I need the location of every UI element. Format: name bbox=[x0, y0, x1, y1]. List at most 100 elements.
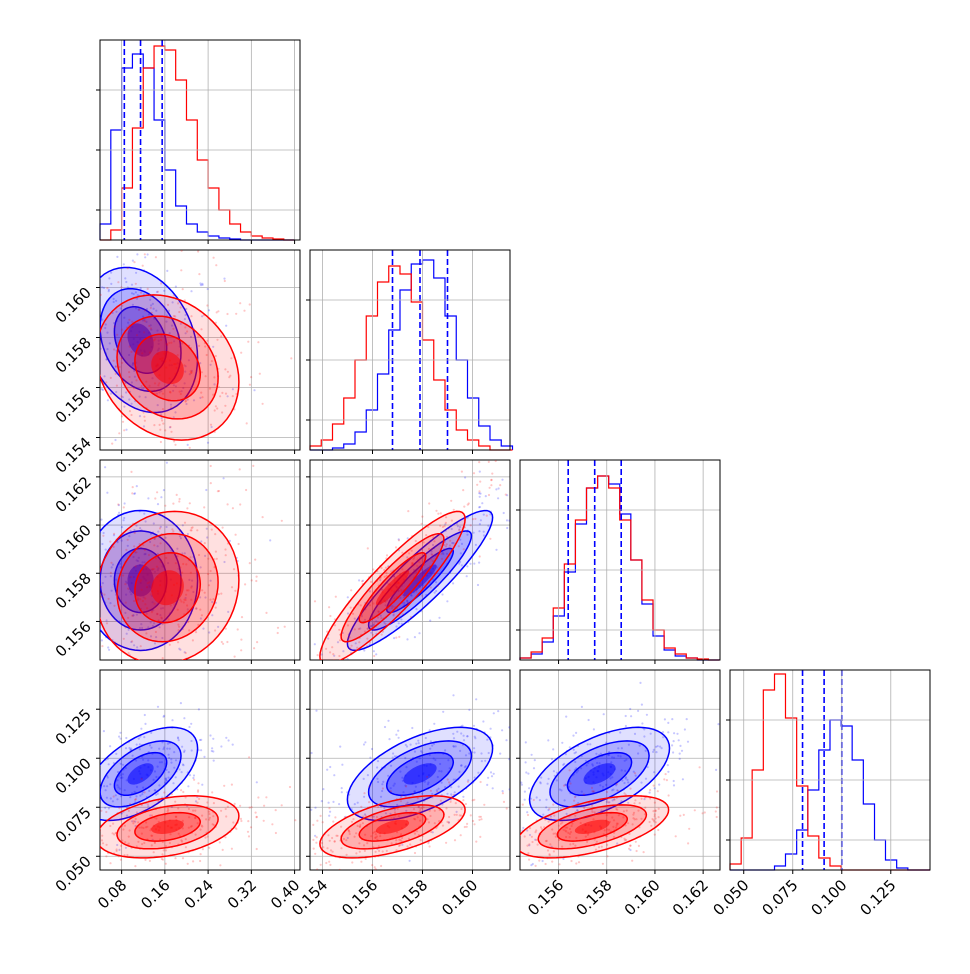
scatter-point-blue bbox=[180, 390, 183, 393]
scatter-point-blue bbox=[192, 776, 195, 780]
scatter-point-blue bbox=[605, 741, 608, 744]
scatter-point-blue bbox=[363, 649, 366, 652]
scatter-point-blue bbox=[301, 818, 303, 820]
contour-red bbox=[319, 795, 466, 859]
scatter-point-blue bbox=[353, 617, 356, 620]
scatter-point-red bbox=[350, 820, 354, 823]
scatter-point-red bbox=[364, 833, 367, 836]
scatter-point-red bbox=[425, 875, 427, 877]
scatter-point-red bbox=[180, 250, 183, 252]
scatter-point-blue bbox=[475, 698, 478, 701]
scatter-point-blue bbox=[413, 750, 417, 753]
scatter-point-red bbox=[118, 432, 121, 435]
scatter-point-red bbox=[413, 851, 417, 855]
scatter-point-blue bbox=[549, 815, 553, 818]
scatter-point-blue bbox=[160, 390, 163, 393]
scatter-point-blue bbox=[415, 742, 418, 745]
scatter-point-red bbox=[144, 603, 147, 606]
scatter-point-red bbox=[306, 848, 308, 850]
scatter-point-red bbox=[42, 812, 44, 814]
scatter-point-blue bbox=[626, 778, 629, 782]
scatter-point-blue bbox=[632, 770, 635, 773]
scatter-point-red bbox=[193, 379, 196, 382]
scatter-point-red bbox=[180, 269, 183, 272]
scatter-point-red bbox=[329, 651, 332, 654]
scatter-point-blue bbox=[375, 620, 378, 623]
contour-blue bbox=[100, 530, 182, 631]
scatter-point-blue bbox=[168, 426, 172, 429]
scatter-point-blue bbox=[515, 732, 517, 734]
scatter-point-blue bbox=[322, 788, 325, 791]
scatter-point-blue bbox=[107, 290, 110, 293]
scatter-point-red bbox=[145, 380, 148, 383]
scatter-point-blue bbox=[199, 396, 202, 399]
scatter-point-red bbox=[420, 548, 423, 551]
scatter-point-blue bbox=[313, 643, 316, 646]
scatter-point-blue bbox=[157, 342, 160, 345]
scatter-point-blue bbox=[552, 748, 555, 751]
scatter-point-blue bbox=[611, 799, 614, 802]
scatter-point-red bbox=[145, 586, 148, 589]
scatter-point-red bbox=[333, 659, 336, 660]
scatter-point-red bbox=[373, 866, 376, 869]
scatter-point-red bbox=[422, 806, 425, 809]
scatter-point-red bbox=[288, 785, 292, 789]
scatter-point-red bbox=[454, 802, 457, 805]
scatter-point-blue bbox=[539, 782, 542, 785]
scatter-point-red bbox=[467, 502, 470, 505]
scatter-point-blue bbox=[204, 596, 207, 599]
scatter-point-blue bbox=[677, 739, 680, 742]
scatter-point-blue bbox=[624, 724, 628, 728]
scatter-point-red bbox=[186, 604, 189, 607]
scatter-point-blue bbox=[514, 853, 516, 855]
scatter-point-blue bbox=[489, 771, 493, 774]
scatter-point-red bbox=[69, 384, 71, 386]
scatter-point-blue bbox=[438, 616, 441, 619]
scatter-point-red bbox=[117, 871, 119, 873]
scatter-point-red bbox=[721, 758, 723, 760]
scatter-point-red bbox=[701, 812, 704, 815]
scatter-point-red bbox=[254, 811, 257, 814]
scatter-point-red bbox=[667, 794, 670, 797]
scatter-point-blue bbox=[438, 666, 440, 668]
scatter-point-red bbox=[359, 825, 362, 828]
scatter-point-red bbox=[120, 844, 123, 848]
y-tick-label: 0.158 bbox=[52, 334, 95, 377]
scatter-point-red bbox=[429, 789, 432, 792]
scatter-point-red bbox=[189, 529, 192, 532]
scatter-point-blue bbox=[460, 764, 463, 767]
scatter-point-red bbox=[143, 791, 146, 794]
scatter-point-blue bbox=[69, 324, 71, 326]
scatter-point-blue bbox=[424, 736, 427, 740]
scatter-point-red bbox=[150, 311, 153, 314]
scatter-point-red bbox=[564, 826, 567, 829]
histogram-red bbox=[309, 265, 513, 451]
scatter-point-red bbox=[231, 395, 234, 398]
scatter-point-blue bbox=[119, 731, 122, 734]
scatter-point-red bbox=[551, 860, 554, 863]
scatter-point-red bbox=[638, 802, 641, 805]
scatter-point-red bbox=[397, 539, 401, 542]
scatter-point-blue bbox=[410, 594, 413, 597]
scatter-point-blue bbox=[173, 751, 176, 754]
scatter-point-red bbox=[624, 793, 627, 796]
scatter-point-blue bbox=[450, 793, 453, 796]
scatter-point-red bbox=[144, 597, 147, 600]
scatter-point-red bbox=[153, 382, 157, 385]
scatter-point-red bbox=[211, 823, 214, 826]
scatter-point-red bbox=[366, 627, 369, 630]
scatter-point-blue bbox=[559, 807, 562, 810]
scatter-point-blue bbox=[150, 304, 153, 307]
scatter-point-blue bbox=[478, 561, 481, 564]
scatter-point-red bbox=[479, 815, 482, 818]
scatter-point-red bbox=[109, 540, 112, 543]
scatter-point-red bbox=[177, 334, 180, 337]
scatter-point-blue bbox=[159, 614, 162, 617]
density-fill-red bbox=[375, 819, 410, 834]
scatter-point-red bbox=[209, 482, 212, 485]
scatter-point-red bbox=[419, 809, 422, 812]
scatter-point-blue bbox=[480, 760, 483, 763]
scatter-point-red bbox=[333, 624, 337, 627]
scatter-point-red bbox=[219, 864, 222, 867]
scatter-point-blue bbox=[376, 777, 379, 780]
